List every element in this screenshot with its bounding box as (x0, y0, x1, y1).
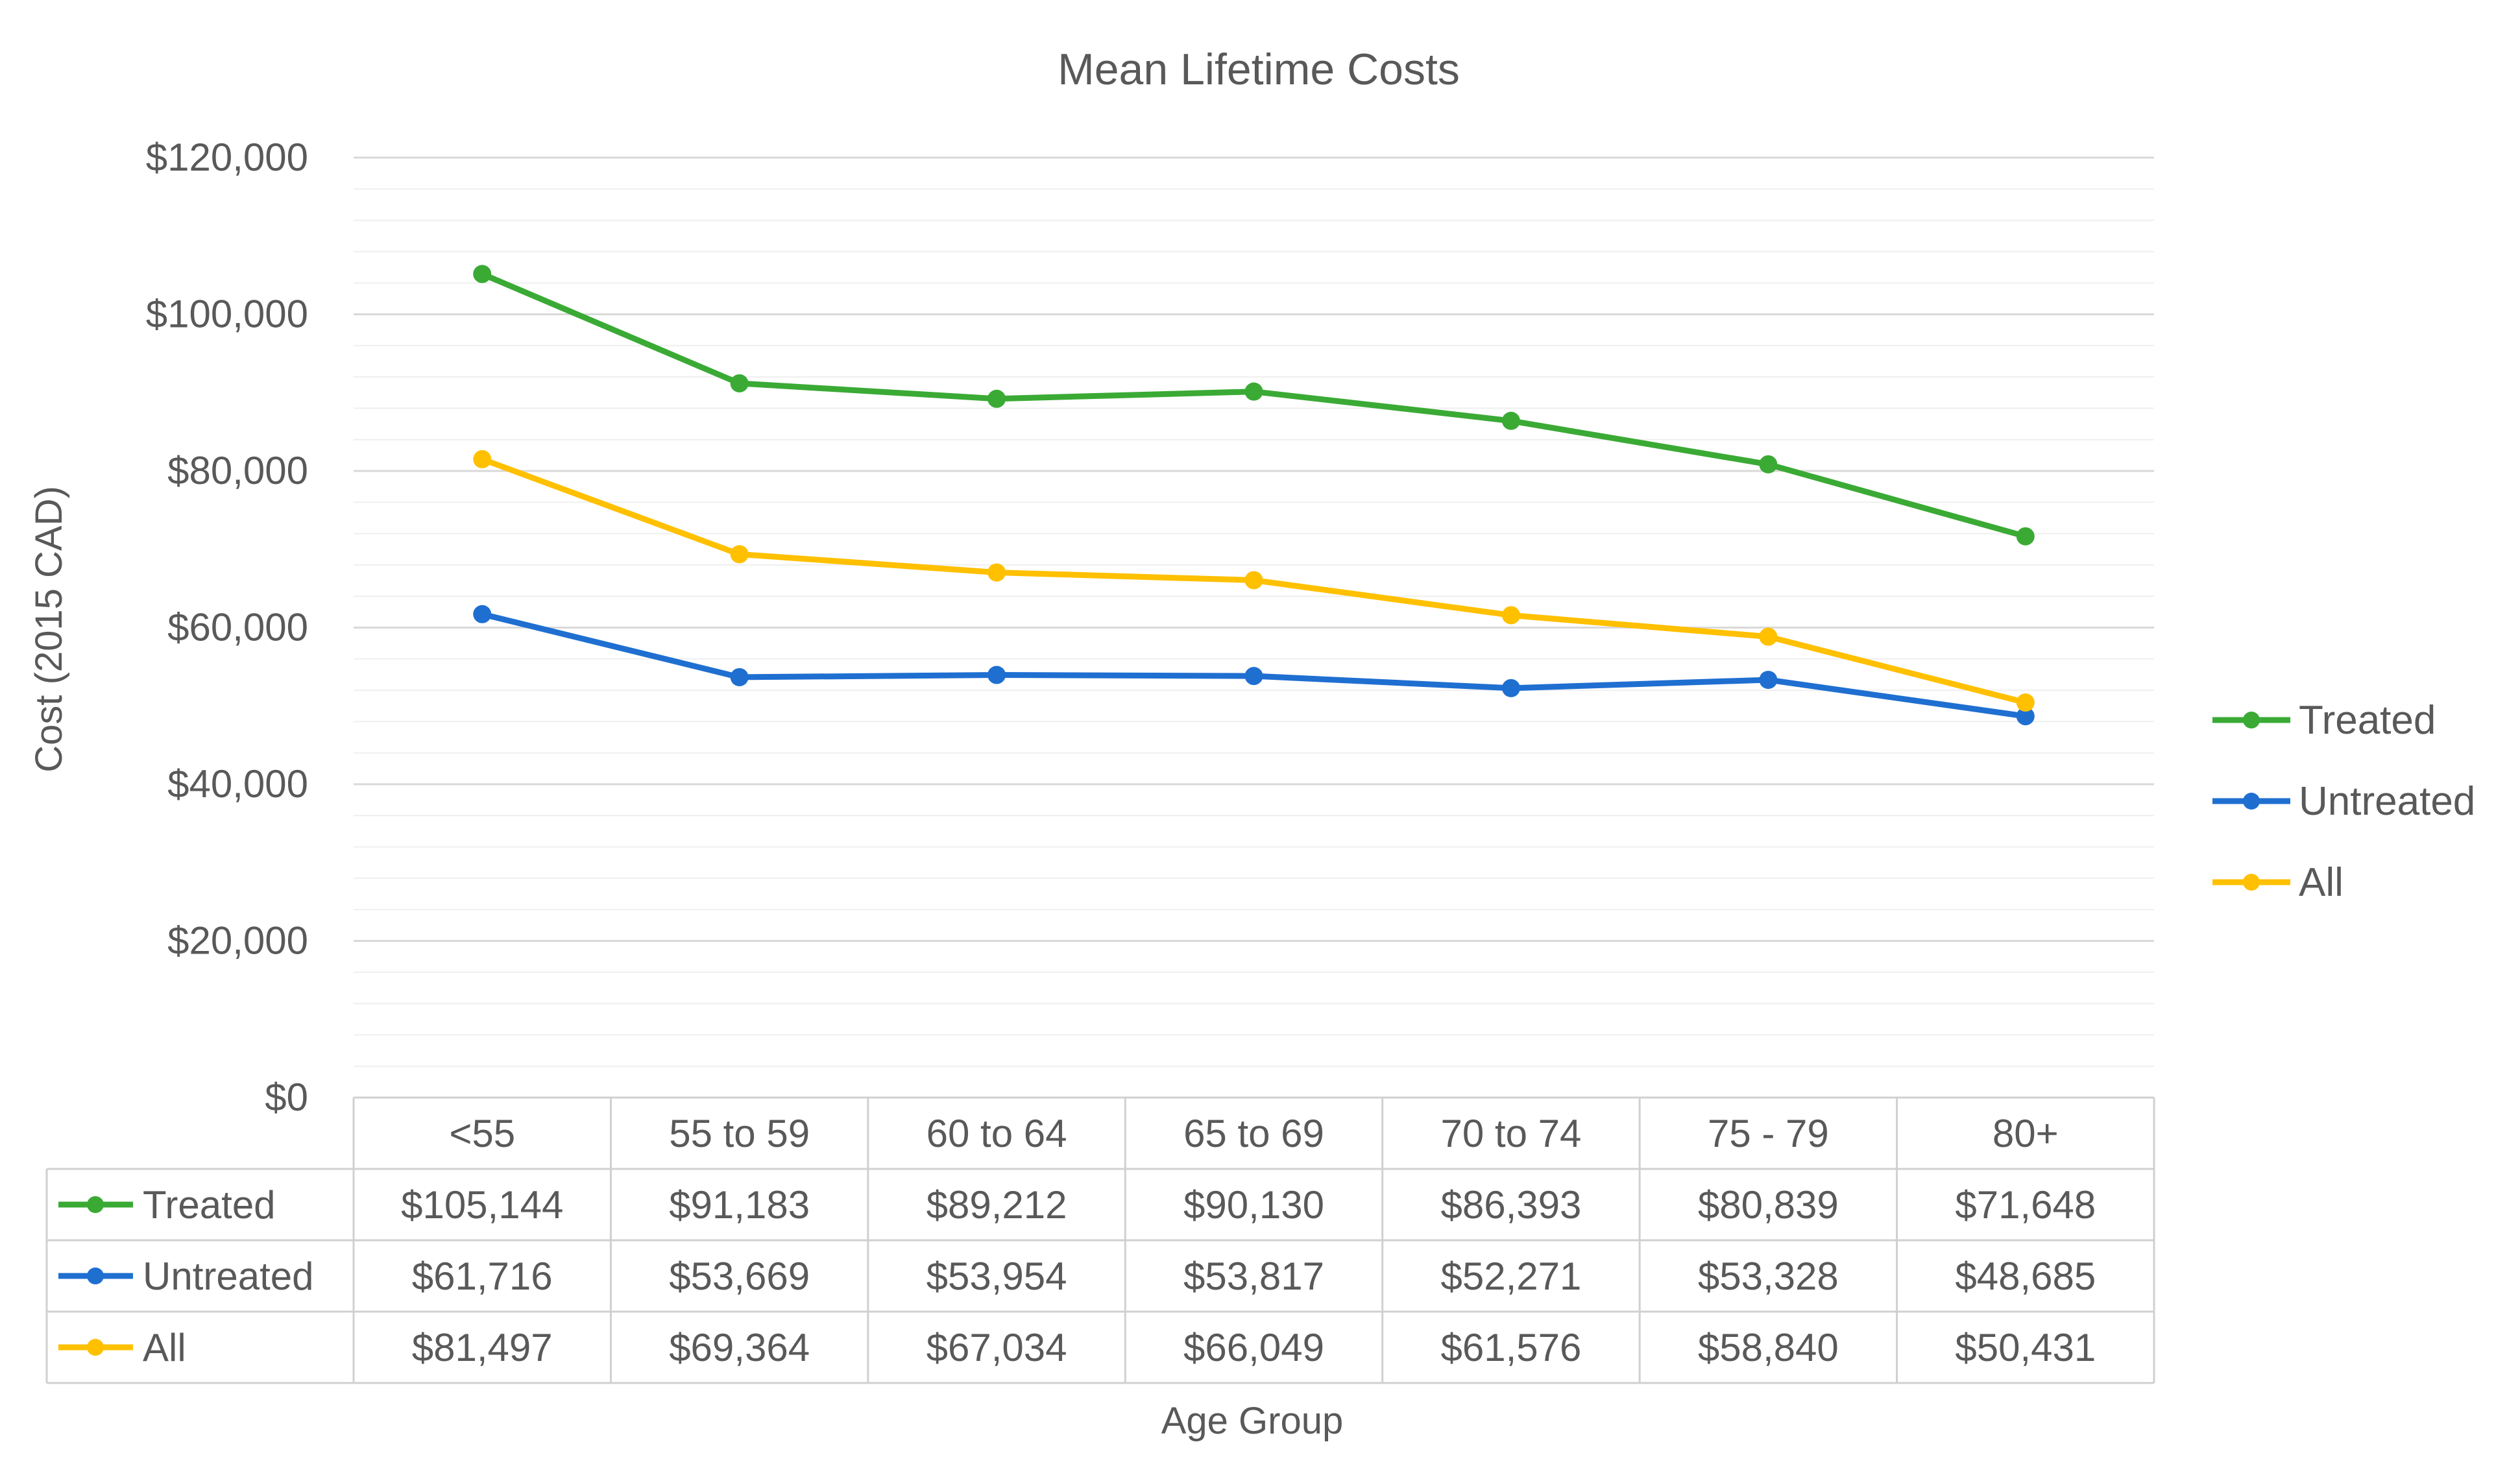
x-tick-label: 60 to 64 (927, 1112, 1067, 1155)
data-table: <55 55 to 59 60 to 64 65 to 69 70 to 74 75 - … (45, 1096, 2155, 1384)
data-point-all (2016, 693, 2035, 712)
y-tick-label: $80,000 (167, 449, 308, 492)
data-label: $69,364 (669, 1326, 810, 1369)
data-label: $58,840 (1698, 1326, 1839, 1369)
data-point-treated (1244, 382, 1263, 401)
series-untreated (473, 605, 2035, 726)
data-label: $53,328 (1698, 1255, 1839, 1298)
data-label: $53,817 (1183, 1255, 1324, 1298)
x-tick-label: 70 to 74 (1440, 1112, 1581, 1155)
table-row-label: Treated (143, 1183, 276, 1227)
x-axis-label: Age Group (1161, 1400, 1344, 1442)
table-legend-marker (87, 1196, 104, 1213)
y-tick-label: $40,000 (167, 762, 308, 806)
legend-item-untreated: Untreated (2212, 779, 2475, 824)
y-axis-tick-labels: $0 $20,000 $40,000 $60,000 $80,000 $100,000 $1… (146, 136, 308, 1119)
legend-item-all: All (2212, 860, 2344, 905)
series-treated (473, 265, 2035, 546)
y-tick-label: $120,000 (146, 136, 308, 179)
data-label: $105,144 (401, 1183, 563, 1227)
table-row-label: All (143, 1326, 186, 1369)
legend-label: All (2299, 860, 2344, 905)
legend-item-treated: Treated (2212, 698, 2436, 743)
data-point-all (1759, 627, 1778, 646)
data-point-untreated (1244, 667, 1263, 686)
data-label: $67,034 (927, 1326, 1067, 1369)
data-label: $89,212 (927, 1183, 1067, 1227)
series-lines (473, 265, 2035, 726)
data-label: $52,271 (1440, 1255, 1581, 1298)
data-point-untreated (730, 667, 749, 686)
legend: Treated Untreated All (2212, 698, 2475, 905)
table-row-label: Untreated (143, 1255, 314, 1298)
data-label: $61,716 (412, 1255, 553, 1298)
table-legend-marker (87, 1339, 104, 1356)
data-label: $71,648 (1955, 1183, 2096, 1227)
data-label: $66,049 (1183, 1326, 1324, 1369)
data-point-treated (1759, 455, 1778, 474)
data-label: $61,576 (1440, 1326, 1581, 1369)
data-point-all (473, 450, 492, 468)
data-point-treated (730, 374, 749, 392)
data-point-treated (473, 265, 492, 283)
data-point-treated (2016, 527, 2035, 546)
data-point-untreated (1759, 671, 1778, 690)
data-label: $91,183 (669, 1183, 810, 1227)
gridlines (354, 156, 2154, 1099)
y-axis-label: Cost (2015 CAD) (28, 486, 70, 773)
data-label: $53,954 (927, 1255, 1067, 1298)
data-point-untreated (987, 666, 1006, 684)
data-point-all (730, 545, 749, 564)
legend-marker (2243, 793, 2260, 810)
legend-marker (2243, 712, 2260, 728)
x-tick-label: 75 - 79 (1708, 1112, 1829, 1155)
x-tick-label: <55 (449, 1112, 515, 1155)
table-legend-marker (87, 1268, 104, 1284)
legend-label: Treated (2299, 698, 2436, 743)
data-point-untreated (473, 605, 492, 623)
data-point-treated (1501, 411, 1520, 430)
legend-label: Untreated (2299, 779, 2475, 824)
data-label: $50,431 (1955, 1326, 2096, 1369)
legend-marker (2243, 874, 2260, 891)
x-tick-label: 80+ (1993, 1112, 2059, 1155)
x-tick-label: 55 to 59 (669, 1112, 810, 1155)
data-label: $48,685 (1955, 1255, 2096, 1298)
chart-title: Mean Lifetime Costs (1058, 45, 1460, 94)
data-point-all (1501, 606, 1520, 625)
data-point-all (1244, 571, 1263, 590)
y-tick-label: $20,000 (167, 919, 308, 963)
series-line-untreated (479, 611, 2029, 719)
series-all (473, 450, 2035, 712)
data-point-untreated (1501, 679, 1520, 697)
x-tick-label: 65 to 69 (1183, 1112, 1324, 1155)
data-label: $81,497 (412, 1326, 553, 1369)
y-tick-label: $60,000 (167, 606, 308, 649)
data-label: $86,393 (1440, 1183, 1581, 1227)
data-point-treated (987, 389, 1006, 408)
data-point-all (987, 563, 1006, 582)
data-label: $80,839 (1698, 1183, 1839, 1227)
data-label: $90,130 (1183, 1183, 1324, 1227)
data-label: $53,669 (669, 1255, 810, 1298)
data-point-untreated (2016, 707, 2035, 726)
y-tick-label: $100,000 (146, 293, 308, 336)
y-tick-label: $0 (265, 1075, 308, 1119)
